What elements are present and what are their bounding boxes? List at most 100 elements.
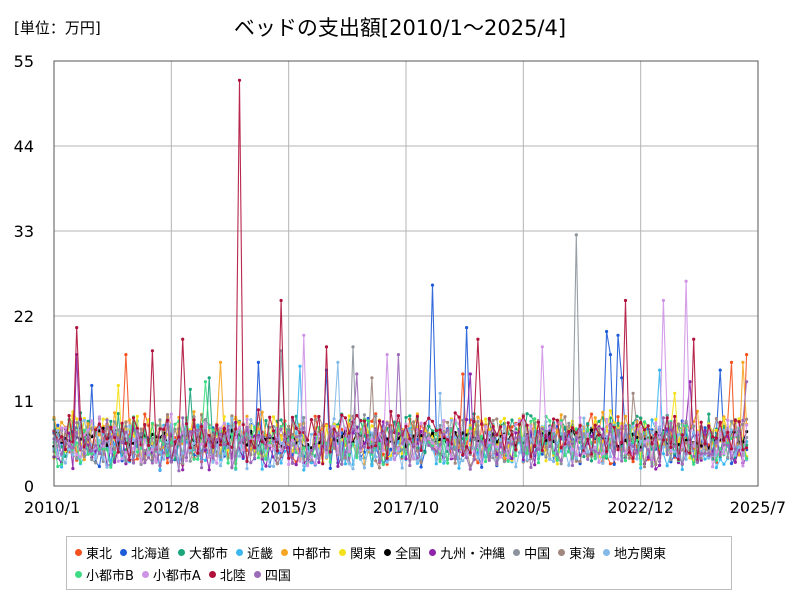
data-point bbox=[430, 419, 435, 423]
data-point bbox=[552, 429, 556, 433]
data-point bbox=[109, 465, 113, 469]
data-point bbox=[711, 453, 715, 457]
data-point bbox=[75, 326, 79, 330]
data-point bbox=[362, 445, 366, 449]
data-point bbox=[461, 437, 465, 441]
data-point bbox=[673, 391, 677, 395]
series-lines bbox=[52, 78, 749, 473]
data-point bbox=[544, 459, 548, 463]
data-point bbox=[582, 432, 586, 436]
data-point bbox=[196, 428, 200, 432]
data-point bbox=[540, 427, 544, 431]
data-point bbox=[536, 447, 541, 451]
data-point bbox=[631, 460, 635, 464]
data-point bbox=[676, 422, 681, 426]
data-point bbox=[165, 422, 170, 426]
data-point bbox=[586, 432, 590, 436]
data-point bbox=[722, 452, 726, 456]
data-point bbox=[306, 438, 310, 442]
data-point bbox=[56, 455, 60, 459]
data-point bbox=[324, 448, 329, 452]
data-point bbox=[226, 448, 230, 452]
data-point bbox=[162, 427, 166, 431]
data-point bbox=[669, 421, 673, 425]
data-point bbox=[446, 461, 450, 465]
data-point bbox=[370, 450, 374, 454]
legend-item: 四国 bbox=[253, 563, 291, 585]
data-point bbox=[71, 446, 75, 450]
data-point bbox=[623, 451, 628, 455]
data-point bbox=[593, 445, 597, 449]
data-point bbox=[555, 462, 560, 466]
data-point bbox=[287, 424, 291, 428]
data-point bbox=[559, 419, 563, 423]
data-point bbox=[517, 419, 522, 423]
data-point bbox=[67, 447, 71, 451]
data-point bbox=[646, 439, 650, 443]
data-point bbox=[158, 464, 162, 468]
data-point bbox=[211, 445, 215, 449]
legend-label: 東北 bbox=[86, 546, 113, 562]
data-point bbox=[631, 424, 635, 429]
data-point bbox=[237, 441, 242, 445]
data-point bbox=[230, 432, 234, 436]
data-point bbox=[578, 427, 582, 431]
data-point bbox=[623, 424, 628, 428]
data-point bbox=[290, 435, 295, 439]
data-point bbox=[438, 443, 442, 447]
data-point bbox=[290, 438, 295, 442]
data-point bbox=[78, 417, 83, 421]
data-point bbox=[366, 419, 370, 423]
data-point bbox=[540, 345, 544, 349]
data-point bbox=[135, 414, 139, 418]
legend-label: 地方関東 bbox=[614, 546, 667, 562]
data-point bbox=[90, 458, 94, 462]
data-point bbox=[396, 439, 400, 443]
data-point bbox=[612, 457, 616, 461]
legend-dot-icon bbox=[253, 570, 261, 578]
data-point bbox=[101, 446, 105, 451]
y-tick-label: 22 bbox=[14, 307, 34, 326]
data-point bbox=[162, 451, 166, 455]
data-point bbox=[692, 462, 696, 466]
data-point bbox=[203, 422, 207, 426]
data-point bbox=[430, 431, 435, 435]
data-point bbox=[745, 417, 749, 421]
data-point bbox=[555, 429, 560, 433]
data-point bbox=[332, 427, 336, 431]
data-point bbox=[94, 443, 98, 448]
data-point bbox=[82, 418, 86, 422]
data-point bbox=[328, 450, 332, 454]
data-point bbox=[245, 443, 249, 447]
data-point bbox=[612, 425, 616, 429]
data-point bbox=[597, 451, 601, 455]
data-point bbox=[139, 427, 143, 431]
data-point bbox=[438, 423, 442, 428]
data-point bbox=[517, 422, 522, 426]
data-point bbox=[658, 368, 662, 372]
data-point bbox=[279, 454, 283, 458]
data-point bbox=[340, 413, 344, 417]
data-point bbox=[480, 461, 484, 465]
data-point bbox=[741, 448, 745, 452]
data-point bbox=[703, 451, 707, 455]
data-point bbox=[113, 447, 117, 451]
data-point bbox=[563, 454, 567, 458]
data-point bbox=[745, 443, 749, 447]
legend-label: 北海道 bbox=[131, 546, 171, 562]
data-point bbox=[234, 466, 238, 470]
data-point bbox=[669, 449, 673, 453]
series-line bbox=[53, 362, 748, 471]
data-point bbox=[453, 461, 457, 465]
data-point bbox=[510, 457, 514, 461]
data-point bbox=[711, 465, 715, 469]
data-point bbox=[419, 460, 423, 465]
data-point bbox=[726, 443, 730, 447]
data-point bbox=[188, 387, 192, 391]
data-point bbox=[514, 454, 518, 458]
data-point bbox=[60, 462, 64, 466]
data-point bbox=[271, 439, 276, 443]
data-point bbox=[317, 456, 321, 460]
data-point bbox=[211, 456, 215, 460]
data-point bbox=[480, 440, 484, 444]
